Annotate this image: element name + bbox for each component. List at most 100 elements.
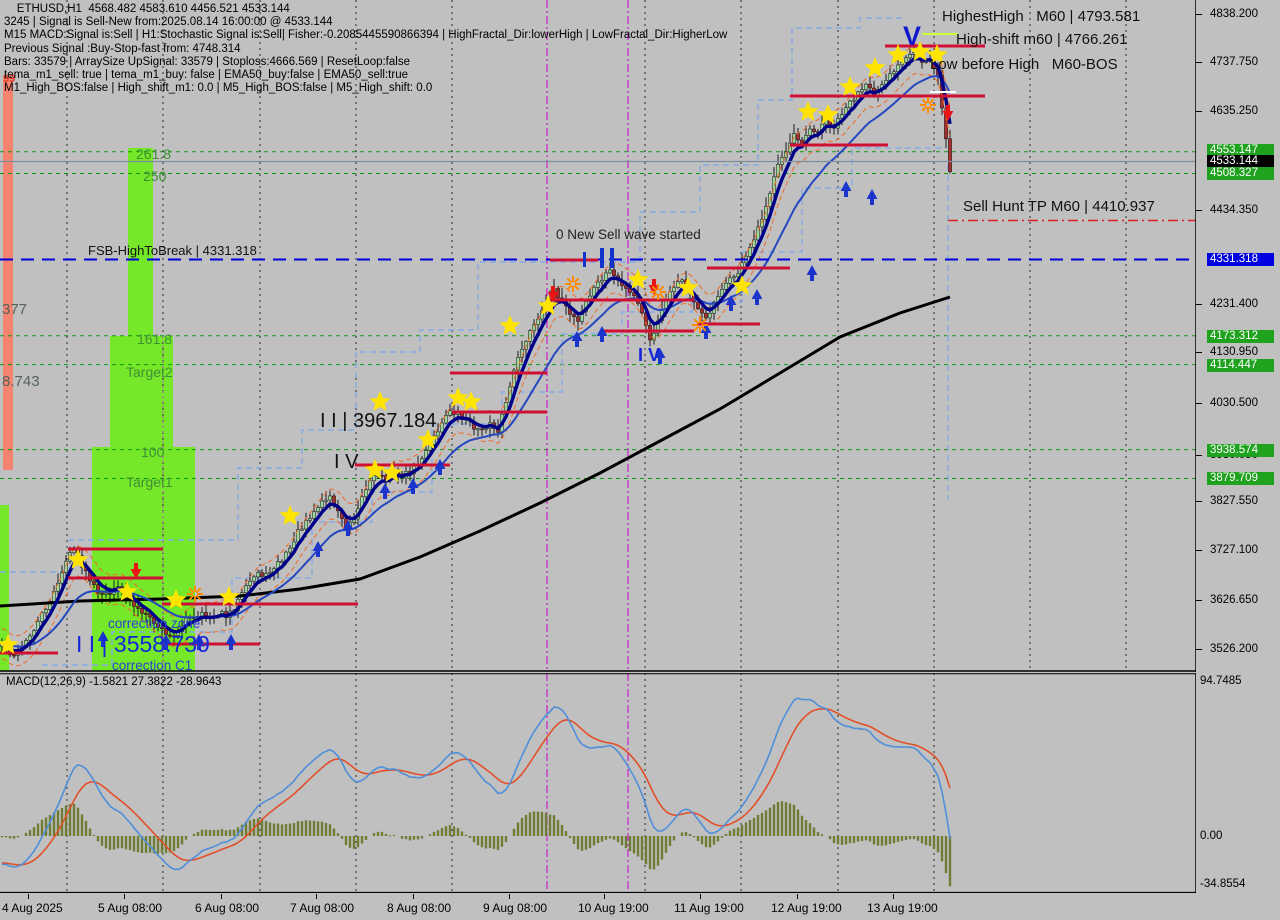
- fractal-channel-upper: [0, 17, 906, 573]
- macd-axis-label: -34.8554: [1200, 878, 1246, 890]
- price-badge-green: 4173.312: [1207, 329, 1274, 343]
- price-badge-green: 3879.709: [1207, 471, 1274, 485]
- sell-arrow-icon: [130, 563, 142, 579]
- date-axis-label: 8 Aug 08:00: [387, 901, 452, 915]
- buy-arrow-icon: [751, 289, 763, 305]
- info-line-2: 3245 | Signal is Sell-New from:2025.08.1…: [4, 16, 333, 29]
- main-price-chart[interactable]: V: [0, 0, 1196, 672]
- slow-ma-black: [0, 295, 951, 608]
- wave-tick-mark: [610, 248, 614, 268]
- buy-arrow-icon: [379, 483, 391, 499]
- burst-icon: [650, 284, 666, 300]
- buy-arrow-icon: [840, 181, 852, 197]
- price-axis-label: 4130.950: [1210, 346, 1258, 358]
- signal-star-icon: [817, 104, 839, 124]
- price-axis-label: 3526.200: [1210, 643, 1258, 655]
- signal-star-icon: [864, 57, 886, 77]
- signal-star-icon: [887, 44, 909, 64]
- sell-arrow-icon: [942, 105, 954, 121]
- price-axis-label: 3727.100: [1210, 544, 1258, 556]
- buy-arrow-icon: [160, 634, 172, 650]
- buy-arrow-icon: [407, 478, 419, 494]
- burst-icon: [565, 276, 581, 292]
- signal-star-icon: [839, 76, 861, 96]
- buy-arrow-icon: [312, 541, 324, 557]
- macd-indicator-panel[interactable]: [0, 673, 1196, 893]
- price-badge-blue: 4331.318: [1207, 252, 1274, 266]
- price-badge-green: 3938.574: [1207, 443, 1274, 457]
- info-line-7: M1_High_BOS:false | High_shift_m1: 0.0 |…: [4, 82, 433, 95]
- macd-axis-label: 94.7485: [1200, 675, 1242, 687]
- price-badge-green: 4553.147: [1207, 143, 1274, 157]
- fib-target-zone: [110, 336, 173, 447]
- fib-target-zone: [92, 447, 195, 671]
- signal-star-icon: [218, 586, 240, 606]
- macd-main-line: [1, 697, 951, 871]
- signal-star-icon: [381, 462, 403, 482]
- burst-icon: [187, 586, 203, 602]
- buy-arrow-icon: [596, 326, 608, 342]
- info-line-3: M15 MACD:Signal is:Sell | H1:Stochastic …: [4, 29, 728, 42]
- chart-info-text: ETHUSD,H1 4568.482 4583.610 4456.521 453…: [4, 3, 727, 95]
- signal-star-icon: [447, 387, 469, 407]
- fractal-v-mark: V: [903, 21, 921, 51]
- wave-tick-mark: [583, 252, 586, 267]
- signal-star-icon: [677, 277, 699, 297]
- macd-axis-label: 0.00: [1200, 830, 1223, 842]
- info-line-6: tema_m1_sell: true | tema_m1_buy: false …: [4, 69, 408, 82]
- price-badge-green: 4508.327: [1207, 166, 1274, 180]
- date-axis-label: 13 Aug 19:00: [867, 901, 938, 915]
- sell-arrow-icon: [547, 286, 559, 302]
- signal-star-icon: [627, 269, 649, 289]
- price-axis-label: 4838.200: [1210, 8, 1258, 20]
- date-axis-label: 4 Aug 2025: [2, 901, 63, 915]
- signal-star-icon: [537, 295, 559, 315]
- buy-arrow-icon: [434, 459, 446, 475]
- date-axis-label: 10 Aug 19:00: [578, 901, 649, 915]
- price-badge-green: 4114.447: [1207, 358, 1274, 372]
- buy-arrow-icon: [700, 323, 712, 339]
- buy-arrow-icon: [806, 265, 818, 281]
- info-line-1: ETHUSD,H1 4568.482 4583.610 4456.521 453…: [4, 3, 290, 15]
- fib-target-zone: [128, 148, 153, 336]
- left-gauge-bar: [3, 78, 13, 470]
- signal-star-icon: [279, 505, 301, 525]
- time-axis[interactable]: 4 Aug 2025 5 Aug 08:00 6 Aug 08:00 7 Aug 08…: [0, 894, 1280, 920]
- signal-star-icon: [909, 41, 931, 61]
- signal-star-icon: [369, 391, 391, 411]
- buy-arrow-icon: [571, 331, 583, 347]
- price-axis-label: 3827.550: [1210, 495, 1258, 507]
- signal-star-icon: [165, 589, 187, 609]
- date-axis-label: 9 Aug 08:00: [483, 901, 548, 915]
- price-axis-label: 4231.400: [1210, 298, 1258, 310]
- signal-star-icon: [67, 549, 89, 569]
- signal-star-icon: [797, 101, 819, 121]
- buy-arrow-icon: [342, 520, 354, 536]
- date-axis-label: 12 Aug 19:00: [771, 901, 842, 915]
- buy-arrow-icon: [225, 634, 237, 650]
- date-axis-label: 5 Aug 08:00: [98, 901, 163, 915]
- fib-target-zone: [0, 505, 9, 671]
- burst-icon: [692, 317, 708, 333]
- signal-star-icon: [116, 581, 138, 601]
- signal-star-icon: [731, 275, 753, 295]
- price-axis[interactable]: 4838.200 4737.750 4635.250 4434.350 4231.400…: [1196, 0, 1280, 893]
- signal-star-icon: [364, 459, 386, 479]
- wave-tick-mark: [600, 248, 604, 268]
- buy-arrow-icon: [97, 631, 109, 647]
- price-axis-label: 4030.500: [1210, 397, 1258, 409]
- signal-star-icon: [417, 429, 439, 449]
- macd-signal-line: [1, 708, 951, 866]
- macd-parameters-label: MACD(12,26,9) -1.5821 27.3822 -28.9643: [6, 676, 222, 688]
- price-badge-black: 4533.144: [1207, 154, 1274, 168]
- signal-star-icon: [0, 634, 19, 654]
- date-axis-label: 11 Aug 19:00: [674, 901, 744, 915]
- price-axis-label: 4434.350: [1210, 204, 1258, 216]
- signal-star-icon: [499, 315, 521, 335]
- buy-arrow-icon: [654, 348, 666, 364]
- buy-arrow-icon: [193, 634, 205, 650]
- ema50-line: [1, 75, 951, 648]
- buy-arrow-icon: [866, 189, 878, 205]
- tema-line: [1, 56, 952, 653]
